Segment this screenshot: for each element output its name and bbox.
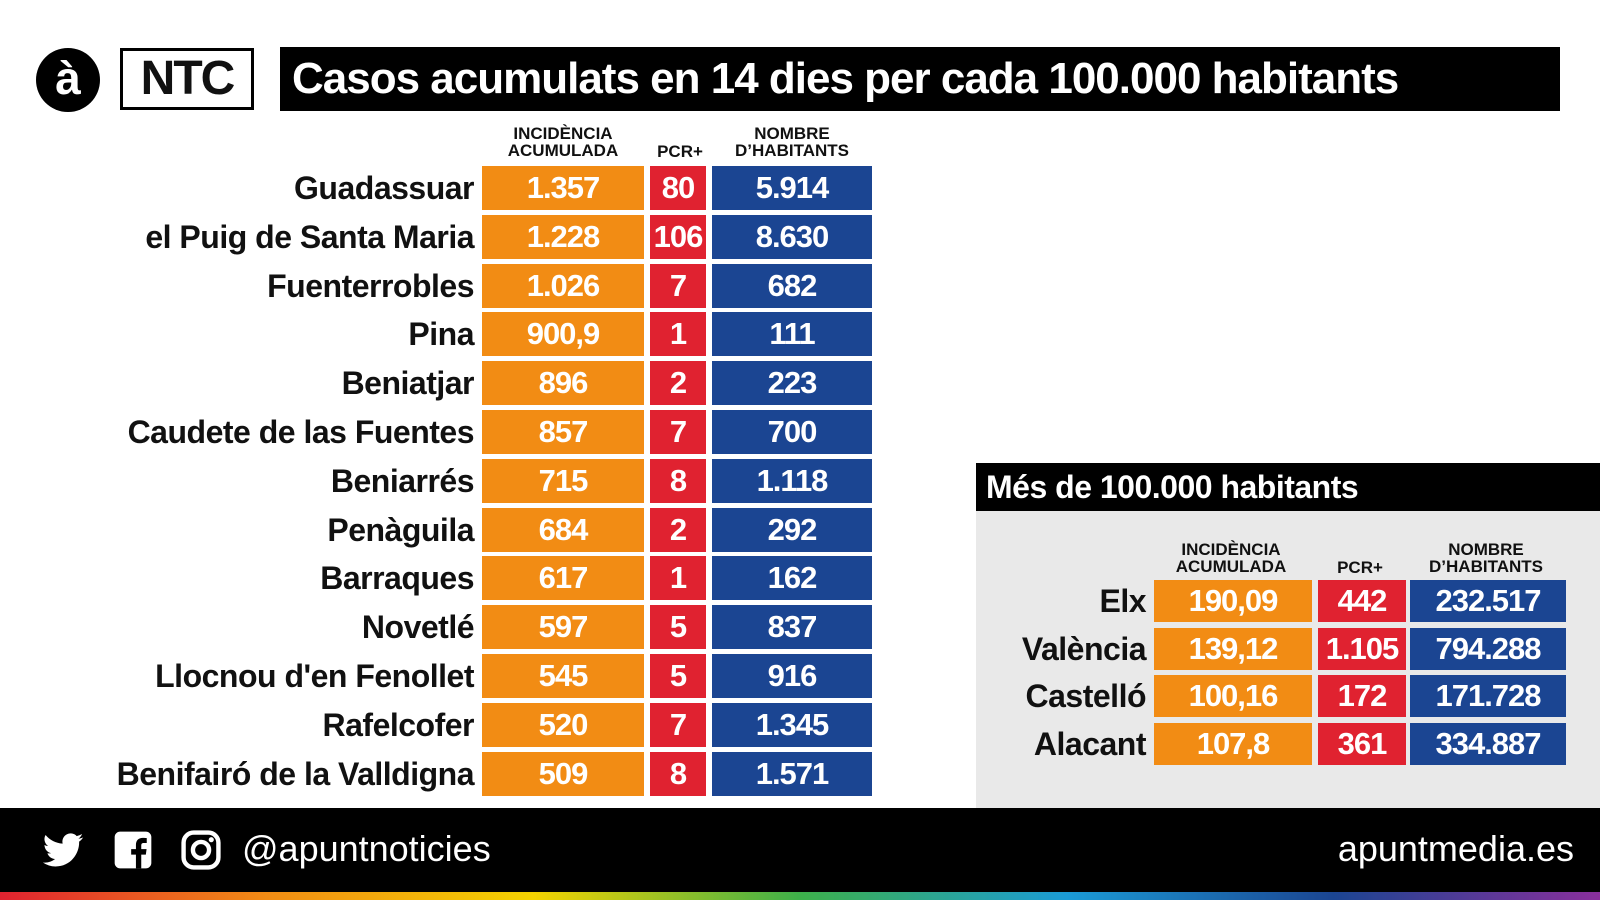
pcr-cell: 8 <box>650 751 706 796</box>
row-label: Novetlé <box>361 609 475 646</box>
header-habitants-line2: D’HABITANTS <box>735 141 849 160</box>
incidencia-cell: 900,9 <box>482 312 644 357</box>
pcr-cell: 2 <box>650 507 706 552</box>
row-label: Beniatjar <box>341 365 475 402</box>
incidencia-cell: 509 <box>482 751 644 796</box>
habitants-cell: 794.288 <box>1410 627 1566 670</box>
row-label: Guadassuar <box>294 170 474 206</box>
row-label: Caudete de las Fuentes <box>127 414 475 450</box>
pcr-cell: 2 <box>650 361 706 406</box>
incidencia-cell: 139,12 <box>1154 627 1312 670</box>
habitants-cell: 223 <box>712 361 872 406</box>
pcr-cell: 8 <box>650 458 706 503</box>
habitants-cell: 5.914 <box>712 166 872 210</box>
row-label: Fuenterrobles <box>267 267 474 304</box>
row-label: Alacant <box>1033 725 1147 762</box>
panel-header-habitants-line2: D’HABITANTS <box>1429 557 1543 576</box>
panel-header-habitants: NOMBRE D’HABITANTS <box>1408 541 1564 575</box>
row-label: Llocnou d'en Fenollet <box>155 658 474 694</box>
habitants-cell: 171.728 <box>1410 675 1566 717</box>
website-link[interactable]: apuntmedia.es <box>1337 828 1574 869</box>
header-incidencia-line2: ACUMULADA <box>507 141 619 160</box>
pcr-cell: 1.105 <box>1318 627 1406 670</box>
header-incidencia-line1: INCIDÈNCIA <box>513 124 613 143</box>
incidencia-cell: 1.357 <box>482 166 644 210</box>
ntc-logo: NTC <box>120 48 254 110</box>
pcr-cell: 7 <box>650 263 706 308</box>
incidencia-cell: 107,8 <box>1154 722 1312 765</box>
header-pcr: PCR+ <box>657 142 703 161</box>
incidencia-cell: 100,16 <box>1154 675 1312 717</box>
panel-header-incidencia-line1: INCIDÈNCIA <box>1181 540 1281 559</box>
habitants-cell: 162 <box>712 556 872 601</box>
header-habitants-line1: NOMBRE <box>754 124 830 143</box>
row-label: Castelló <box>1025 678 1147 714</box>
pcr-cell: 442 <box>1318 580 1406 622</box>
incidencia-cell: 857 <box>482 410 644 454</box>
row-label: Penàguila <box>327 511 474 548</box>
pcr-cell: 1 <box>650 312 706 357</box>
pcr-cell: 7 <box>650 410 706 454</box>
pcr-cell: 106 <box>650 214 706 259</box>
incidencia-cell: 1.228 <box>482 214 644 259</box>
habitants-cell: 1.345 <box>712 702 872 747</box>
row-label: Benifairó de la Valldigna <box>116 755 475 792</box>
panel-header-incidencia: INCIDÈNCIA ACUMULADA <box>1152 541 1310 575</box>
habitants-cell: 232.517 <box>1410 580 1566 622</box>
row-label: Elx <box>1099 583 1146 619</box>
instagram-icon[interactable] <box>178 828 224 872</box>
apunt-logo-icon: à <box>36 48 100 112</box>
habitants-cell: 682 <box>712 263 872 308</box>
pcr-cell: 361 <box>1318 722 1406 765</box>
panel-header-incidencia-line2: ACUMULADA <box>1175 557 1287 576</box>
incidencia-cell: 545 <box>482 654 644 698</box>
incidencia-cell: 597 <box>482 605 644 650</box>
panel-header-pcr: PCR+ <box>1337 558 1383 577</box>
incidencia-cell: 1.026 <box>482 263 644 308</box>
incidencia-cell: 617 <box>482 556 644 601</box>
facebook-icon[interactable] <box>110 828 156 872</box>
row-label: Pina <box>408 316 474 353</box>
incidencia-cell: 684 <box>482 507 644 552</box>
row-label: Rafelcofer <box>322 706 475 743</box>
row-label: València <box>1021 630 1147 667</box>
rainbow-stripe <box>0 892 1600 900</box>
pcr-cell: 5 <box>650 654 706 698</box>
incidencia-cell: 715 <box>482 458 644 503</box>
pcr-cell: 5 <box>650 605 706 650</box>
pcr-cell: 7 <box>650 702 706 747</box>
incidencia-cell: 190,09 <box>1154 580 1312 622</box>
social-handle[interactable]: @apuntnoticies <box>242 828 491 869</box>
footer-bar <box>0 808 1600 892</box>
habitants-cell: 111 <box>712 312 872 357</box>
row-label: Beniarrés <box>330 462 475 499</box>
incidencia-cell: 520 <box>482 702 644 747</box>
habitants-cell: 292 <box>712 507 872 552</box>
header-incidencia: INCIDÈNCIA ACUMULADA <box>480 125 646 159</box>
row-label: el Puig de Santa Maria <box>145 218 474 255</box>
pcr-cell: 80 <box>650 166 706 210</box>
row-label: Barraques <box>320 560 474 597</box>
habitants-cell: 8.630 <box>712 214 872 259</box>
habitants-cell: 1.571 <box>712 751 872 796</box>
pcr-cell: 172 <box>1318 675 1406 717</box>
habitants-cell: 334.887 <box>1410 722 1566 765</box>
header-habitants: NOMBRE D’HABITANTS <box>712 125 872 159</box>
habitants-cell: 1.118 <box>712 458 872 503</box>
pcr-cell: 1 <box>650 556 706 601</box>
habitants-cell: 837 <box>712 605 872 650</box>
page-title: Casos acumulats en 14 dies per cada 100.… <box>280 47 1560 111</box>
twitter-icon[interactable] <box>40 828 86 872</box>
habitants-cell: 700 <box>712 410 872 454</box>
incidencia-cell: 896 <box>482 361 644 406</box>
habitants-cell: 916 <box>712 654 872 698</box>
panel-header-habitants-line1: NOMBRE <box>1448 540 1524 559</box>
large-cities-title: Més de 100.000 habitants <box>976 463 1600 511</box>
